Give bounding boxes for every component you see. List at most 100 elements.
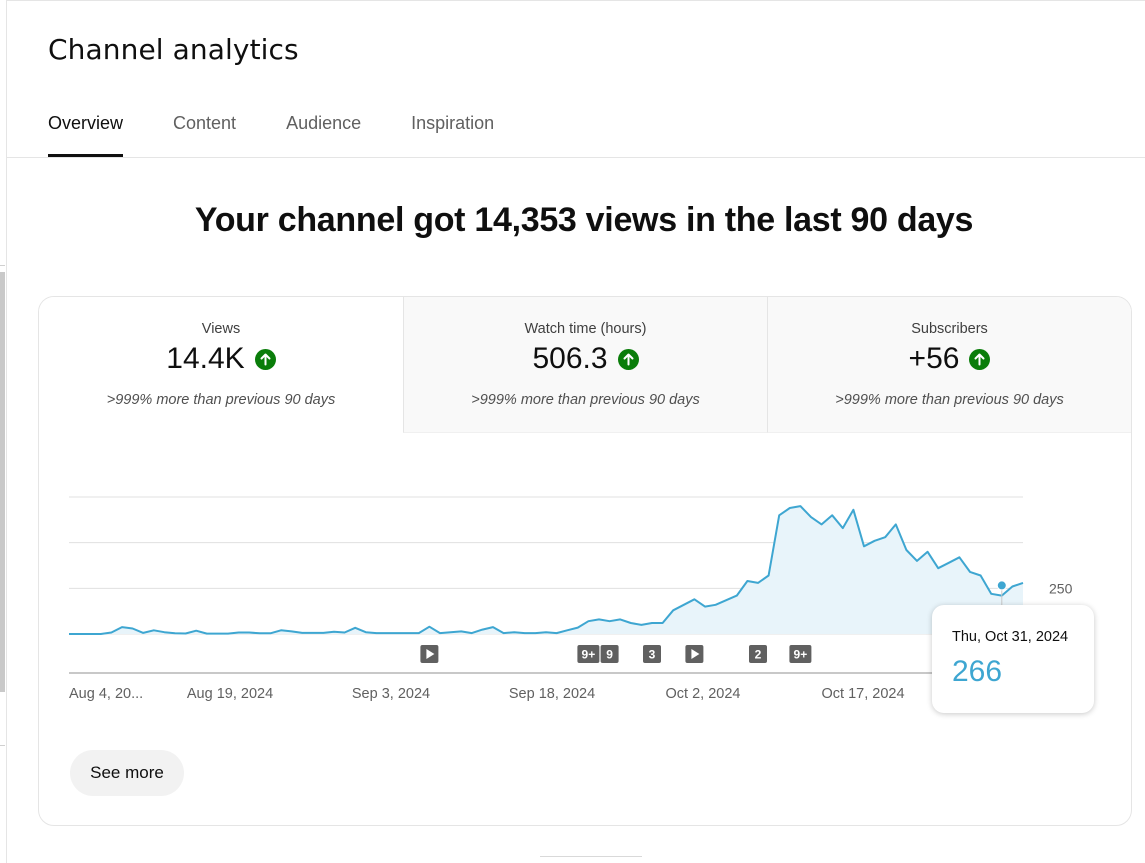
data-point [683,604,685,606]
data-point [386,632,388,634]
data-point [513,631,515,633]
data-point [216,633,218,635]
tab-overview[interactable]: Overview [48,113,124,157]
y-tick-label: 250 [1049,580,1073,596]
metric-views[interactable]: Views 14.4K >999% more than previous 90 … [39,297,403,433]
data-point [630,622,632,624]
x-tick-label: Aug 19, 2024 [187,686,273,702]
data-point [460,630,462,632]
data-point [333,631,335,633]
data-point [248,632,250,634]
marker-badge [600,645,619,663]
data-point [662,622,664,624]
highlight-point [996,580,1007,591]
metric-subscribers[interactable]: Subscribers +56 >999% more than previous… [767,297,1131,433]
marker-badge [749,645,767,663]
metric-value: 14.4K [166,342,245,375]
metric-tabs: Views 14.4K >999% more than previous 90 … [39,297,1131,433]
data-point [927,551,929,553]
data-point [121,626,123,628]
data-point [905,549,907,551]
data-point [874,540,876,542]
x-tick-label: Aug 4, 20... [69,686,143,702]
data-point [693,598,695,600]
data-point [142,632,144,634]
metric-value: +56 [908,342,960,375]
metric-value: 506.3 [532,342,608,375]
x-tick-label: Sep 18, 2024 [509,686,595,702]
data-point [227,633,229,635]
data-point [778,514,780,516]
data-point [481,629,483,631]
data-point [672,609,674,611]
data-point [566,629,568,631]
left-edge-tick [0,265,5,266]
metric-label: Watch time (hours) [524,321,647,337]
arrow-up-icon [254,348,276,370]
x-tick-label: Sep 3, 2024 [352,686,430,702]
data-point [534,632,536,634]
data-point [715,604,717,606]
play-icon [426,649,435,659]
analytics-page: Channel analytics Overview Content Audie… [6,0,1145,863]
metric-watch-time[interactable]: Watch time (hours) 506.3 >999% more than… [403,297,767,433]
marker-label: 3 [649,648,656,662]
x-tick-label: Oct 2, 2024 [666,686,741,702]
tooltip-date: Thu, Oct 31, 2024 [952,629,1069,645]
data-point [842,527,844,529]
data-point [746,580,748,582]
data-point [821,523,823,525]
data-point [990,593,992,595]
see-more-button[interactable]: See more [70,750,184,796]
data-point [640,624,642,626]
marker-label: 9+ [794,648,808,662]
marker-badge [789,645,812,663]
data-point [704,606,706,608]
tab-inspiration[interactable]: Inspiration [411,113,495,133]
data-point [937,567,939,569]
marker-label: 9 [606,648,613,662]
play-icon [691,649,700,659]
data-point [863,545,865,547]
data-point [110,632,112,634]
data-point [598,618,600,620]
data-point [916,560,918,562]
data-point [948,562,950,564]
data-point [428,626,430,628]
data-point [619,618,621,620]
data-point [280,629,282,631]
data-point [418,632,420,634]
metric-label: Subscribers [911,321,988,337]
tab-audience[interactable]: Audience [286,113,362,133]
overview-card: Views 14.4K >999% more than previous 90 … [38,296,1132,826]
data-point [185,632,187,634]
data-point [1011,586,1013,588]
data-point [291,630,293,632]
data-point [354,627,356,629]
data-point [587,620,589,622]
arrow-up-icon [969,348,991,370]
data-point [195,630,197,632]
data-point [132,628,134,630]
left-scrollbar[interactable] [0,272,5,692]
data-point [397,632,399,634]
tab-content[interactable]: Content [173,113,237,133]
data-point [79,633,81,635]
data-point [757,582,759,584]
data-point [344,632,346,634]
page-title: Channel analytics [48,33,299,66]
data-point [852,509,854,511]
data-point [958,556,960,558]
data-point [884,536,886,538]
data-point [238,632,240,634]
data-point [471,632,473,634]
data-point [799,505,801,507]
data-point [1022,582,1024,584]
data-point [68,633,70,635]
metric-comparison: >999% more than previous 90 days [835,392,1064,408]
bottom-divider [540,856,642,857]
metric-comparison: >999% more than previous 90 days [106,392,336,408]
views-area [69,506,1023,634]
data-point [439,632,441,634]
